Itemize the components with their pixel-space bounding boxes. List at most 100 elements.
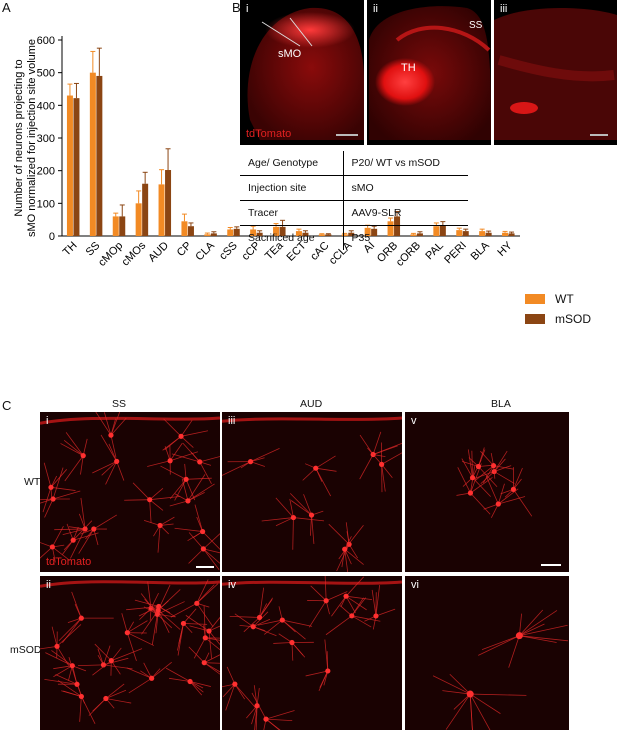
dendrite (345, 595, 356, 614)
dendrite (52, 546, 71, 561)
neuron-soma (185, 498, 191, 504)
dendrite (50, 486, 76, 491)
dendrite (497, 483, 505, 505)
micrograph-b-i: i sMO tdTomato (240, 0, 364, 145)
dendrite (185, 479, 196, 501)
legend-swatch-wt (525, 294, 545, 304)
dendrite (40, 645, 58, 650)
dendrite (54, 528, 86, 531)
dendrite (359, 434, 374, 455)
dendrite (234, 613, 254, 628)
dendrite (226, 666, 236, 685)
bar (112, 216, 119, 236)
neuron-soma (201, 660, 207, 666)
bar (73, 98, 80, 236)
experiment-info-table: Age/ Genotype P20/ WT vs mSOD Injection s… (240, 151, 468, 250)
dendrite (498, 488, 519, 505)
dendrite (251, 705, 258, 725)
dendrite (56, 624, 82, 647)
legend-label-wt: WT (555, 292, 574, 306)
sub-label: i (46, 415, 49, 427)
dendrite (203, 548, 220, 554)
dendrite (157, 609, 181, 630)
dendrite (199, 461, 212, 484)
neuron-soma (313, 465, 319, 471)
y-tick-label: 400 (37, 100, 55, 112)
table-row: Tracer AAV9-SLR (240, 200, 468, 226)
dendrite (80, 497, 86, 530)
dendrite (40, 498, 54, 501)
x-tick-label: cMOs (119, 239, 148, 268)
neuron-soma (200, 546, 206, 552)
micrograph-c-vi: vi (405, 576, 569, 730)
dendrite (345, 576, 364, 597)
dendrite (234, 683, 256, 708)
dendrite (319, 670, 329, 688)
neuron-soma (69, 663, 75, 669)
neuron-soma (290, 514, 297, 521)
dendrite (55, 674, 78, 685)
dendrite (50, 469, 68, 488)
bar (227, 229, 234, 236)
neuron-soma (180, 620, 187, 627)
sub-label: ii (46, 579, 51, 591)
dendrite (493, 471, 515, 484)
dendrite (264, 619, 283, 635)
panel-b-letter: B (232, 0, 241, 15)
column-header-bla: BLA (491, 398, 511, 410)
neuron-soma (78, 615, 84, 621)
dendrite (351, 615, 372, 628)
neuron-soma (74, 681, 80, 687)
x-tick-label: CLA (193, 239, 217, 263)
dendrite (291, 642, 294, 661)
dendrite (157, 525, 161, 553)
pial-surface (40, 580, 220, 588)
dendrite (261, 517, 294, 522)
bar (233, 228, 240, 236)
dendrite (149, 499, 152, 523)
dendrite (105, 689, 127, 699)
neuron-soma (78, 693, 84, 700)
neuron-soma (475, 463, 482, 470)
dendrite (344, 549, 349, 572)
dendrite (45, 652, 73, 667)
background (405, 576, 569, 730)
dendrite (478, 635, 520, 656)
dendrite (519, 635, 569, 642)
dendrite (498, 496, 526, 505)
dendrite (202, 531, 220, 550)
row-header-wt: WT (24, 476, 41, 488)
dendrite (453, 693, 471, 710)
bar (135, 203, 142, 236)
micrograph-b-iii: iii (494, 0, 617, 145)
dendrite (494, 465, 512, 472)
dendrite (81, 696, 96, 725)
bar (210, 233, 217, 236)
dendrite (256, 687, 260, 706)
neuron-soma (54, 643, 60, 649)
x-tick-label: CP (175, 240, 194, 259)
neuron-soma (114, 458, 120, 464)
dendrite (345, 595, 367, 611)
scale-bar (336, 134, 358, 136)
dendrite (345, 522, 350, 545)
dendrite (310, 515, 312, 536)
dendrite (121, 613, 128, 633)
dendrite (470, 693, 527, 696)
micrograph-c-ii: ii (40, 576, 220, 730)
dendrite (483, 503, 499, 510)
dendrite (51, 650, 73, 667)
neuron-soma (70, 537, 76, 543)
dendrite (344, 525, 364, 550)
dendrite (157, 584, 171, 611)
dendrite (110, 435, 117, 458)
neuron-soma (256, 614, 263, 621)
neuron-soma (279, 617, 285, 623)
neuron-soma (490, 463, 497, 469)
neuron-soma (103, 695, 109, 702)
dendrite (51, 546, 56, 563)
dendrite (293, 517, 325, 522)
dendrite (449, 673, 471, 695)
dendrite (278, 633, 293, 643)
dendrite (331, 595, 347, 617)
